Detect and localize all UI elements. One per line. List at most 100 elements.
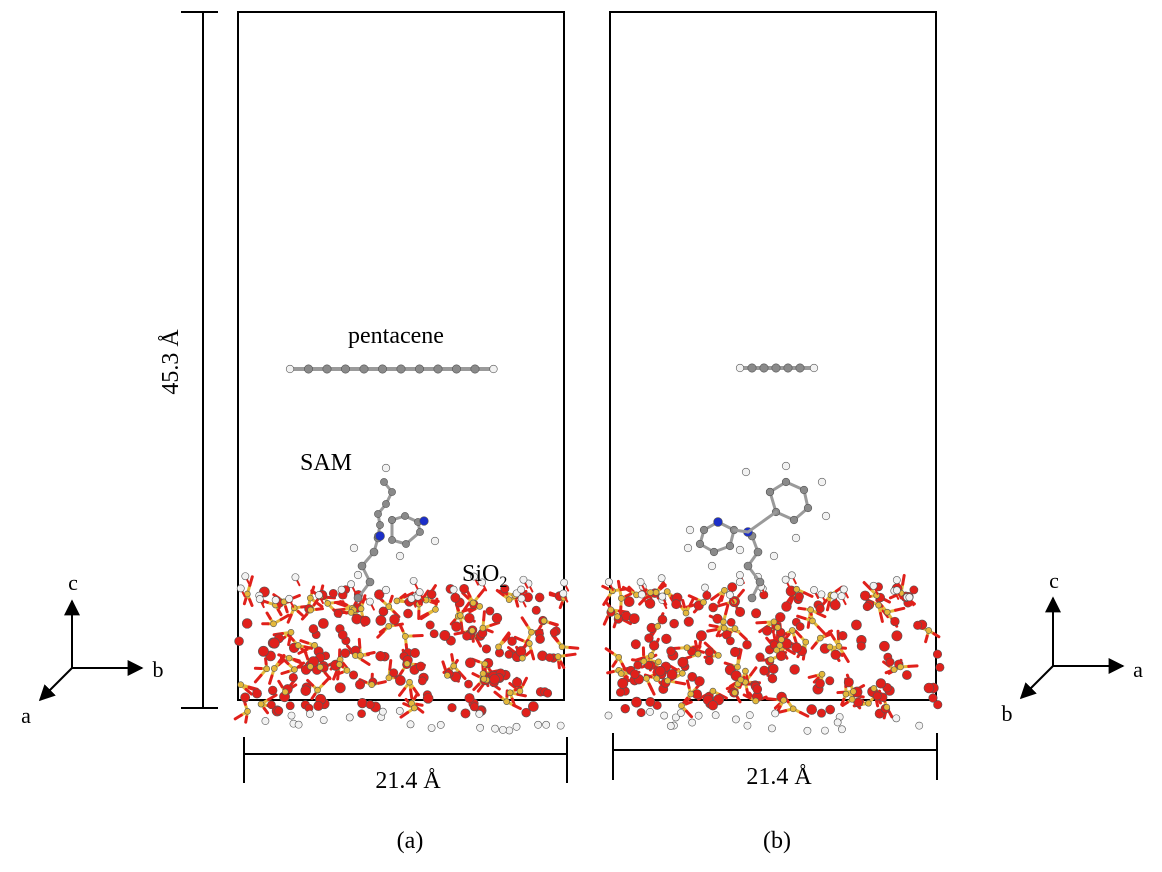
oxygen-atom <box>781 601 792 612</box>
oxygen-atom <box>357 697 368 709</box>
bond <box>888 594 898 600</box>
bond <box>415 702 424 707</box>
silicon-atom <box>770 618 778 626</box>
silicon-atom <box>270 620 277 628</box>
hydrogen-atom <box>791 533 801 543</box>
oxygen-atom <box>418 676 427 686</box>
hydrogen-atom <box>478 578 487 587</box>
oxygen-atom <box>636 708 646 718</box>
oxygen-atom <box>491 612 503 624</box>
hydrogen-atom <box>735 571 744 579</box>
carbon-atom <box>353 593 363 603</box>
hydrogen-atom <box>345 713 354 722</box>
oxygen-atom <box>504 650 514 659</box>
silicon-atom <box>615 653 623 661</box>
bond <box>812 676 820 684</box>
oxygen-atom <box>355 679 366 690</box>
bond <box>557 660 561 670</box>
silicon-atom <box>479 624 487 632</box>
silicon-atom <box>643 674 650 682</box>
bond <box>747 691 755 699</box>
silicon-atom <box>731 689 739 697</box>
carbon-atom <box>799 485 809 495</box>
bond <box>461 591 470 600</box>
bond <box>602 615 610 626</box>
bond <box>412 687 420 697</box>
silicon-atom <box>678 702 685 709</box>
oxygen-atom <box>623 596 635 608</box>
caption-a: (a) <box>397 828 424 854</box>
hydrogen-atom <box>711 711 720 720</box>
sam-label: SAM <box>300 450 352 476</box>
carbon-atom <box>795 363 805 373</box>
oxygen-atom <box>794 592 804 602</box>
silicon-atom <box>393 597 401 605</box>
silicon-atom <box>336 661 343 668</box>
hydrogen-atom <box>830 591 839 600</box>
bond <box>280 670 290 676</box>
oxygen-atom <box>535 634 545 644</box>
hydrogen-atom <box>745 711 754 720</box>
silicon-atom <box>817 634 824 642</box>
pentacene-molecule-b <box>735 363 819 373</box>
oxygen-atom <box>830 649 841 660</box>
bond <box>602 596 610 606</box>
silicon-atom <box>807 606 814 614</box>
hydrogen-atom <box>255 595 264 603</box>
bond <box>338 600 348 607</box>
carbon-atom <box>303 364 313 374</box>
bond <box>907 664 919 668</box>
oxygen-atom <box>885 657 895 667</box>
oxygen-atom <box>429 629 439 639</box>
hydrogen-atom <box>735 577 745 587</box>
hydrogen-atom <box>707 561 717 571</box>
silicon-atom <box>540 617 548 625</box>
bond <box>737 588 745 598</box>
carbon-atom <box>416 528 424 536</box>
oxygen-atom <box>775 650 787 661</box>
hydrogen-atom <box>475 709 484 718</box>
bond <box>842 652 850 663</box>
hydrogen-atom <box>743 721 752 730</box>
bond <box>264 657 268 666</box>
bond <box>620 662 628 673</box>
hydrogen-atom <box>436 721 445 729</box>
bond <box>276 608 283 617</box>
hydrogen-atom <box>905 593 914 602</box>
oxygen-atom <box>633 660 643 670</box>
carbon-atom <box>709 547 719 557</box>
hydrogen-atom <box>803 726 812 735</box>
hydrogen-atom <box>810 586 818 594</box>
bond <box>286 613 293 624</box>
silicon-atom <box>307 594 314 602</box>
bond <box>476 684 484 693</box>
bond <box>430 599 440 603</box>
bond <box>708 623 719 629</box>
hydrogen-atom <box>768 724 776 733</box>
oxygen-atom <box>620 703 630 714</box>
bond <box>323 671 332 681</box>
oxygen-atom <box>460 708 471 719</box>
bond <box>459 621 464 632</box>
silicon-atom <box>709 687 717 695</box>
bond <box>472 682 481 692</box>
silicon-atom <box>640 658 648 665</box>
silicon-atom <box>883 608 891 616</box>
axis-triad-a: c b a <box>21 570 163 728</box>
bond <box>277 679 284 689</box>
carbon-atom <box>402 540 410 548</box>
oxygen-atom <box>447 703 457 713</box>
oxygen-atom <box>669 618 679 629</box>
bond <box>357 637 362 649</box>
carbon-atom <box>783 363 793 373</box>
bond <box>457 670 467 681</box>
sio2-label-sub: 2 <box>499 574 507 591</box>
silicon-atom <box>818 670 826 678</box>
oxygen-atom <box>666 646 676 656</box>
oxygen-atom <box>694 676 705 687</box>
axis-a-up-label: c <box>68 570 78 595</box>
oxygen-atom <box>707 700 718 711</box>
silicon-atom <box>294 642 302 649</box>
bond <box>376 630 385 639</box>
